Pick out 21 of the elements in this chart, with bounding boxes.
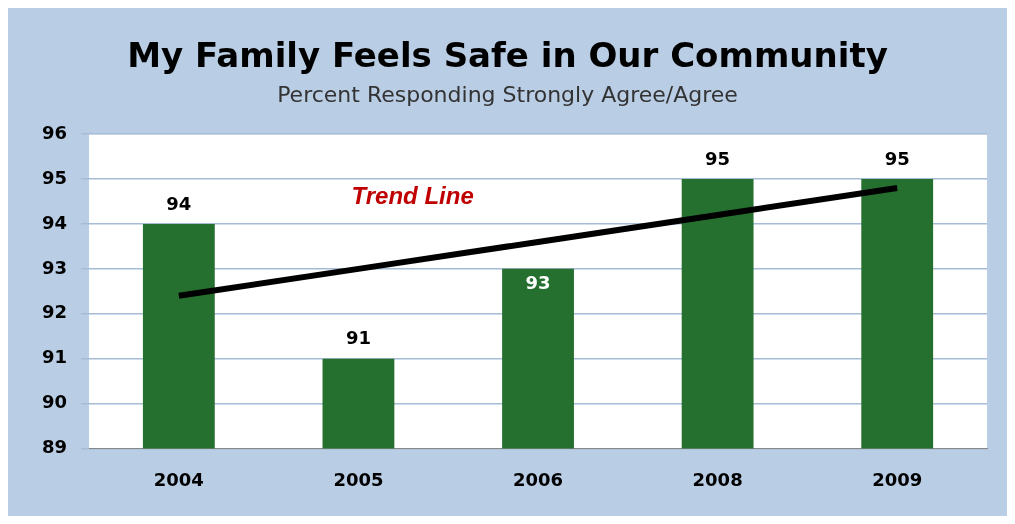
y-tick-label: 90 xyxy=(41,391,68,413)
y-tick-label: 94 xyxy=(41,211,68,233)
y-tick-label: 92 xyxy=(41,301,68,323)
x-tick-label: 2009 xyxy=(872,468,923,490)
y-tick-label: 89 xyxy=(41,436,68,458)
y-tick-label: 93 xyxy=(41,256,68,278)
x-tick-label: 2008 xyxy=(692,468,743,490)
y-tick-label: 95 xyxy=(41,166,68,188)
x-tick-label: 2006 xyxy=(512,468,564,490)
data-label: 95 xyxy=(705,147,731,169)
y-tick-label: 96 xyxy=(41,121,68,143)
y-tick-label: 91 xyxy=(41,346,68,368)
data-label: 93 xyxy=(525,271,551,293)
x-tick-label: 2004 xyxy=(153,468,204,490)
chart-title: My Family Feels Safe in Our Community xyxy=(127,35,888,76)
data-label: 91 xyxy=(345,327,371,349)
data-label: 95 xyxy=(884,147,910,169)
x-tick-label: 2005 xyxy=(333,468,384,490)
annotation: Trend Line xyxy=(351,181,474,209)
chart-subtitle: Percent Responding Strongly Agree/Agree xyxy=(277,81,738,107)
data-label: 94 xyxy=(166,192,192,214)
